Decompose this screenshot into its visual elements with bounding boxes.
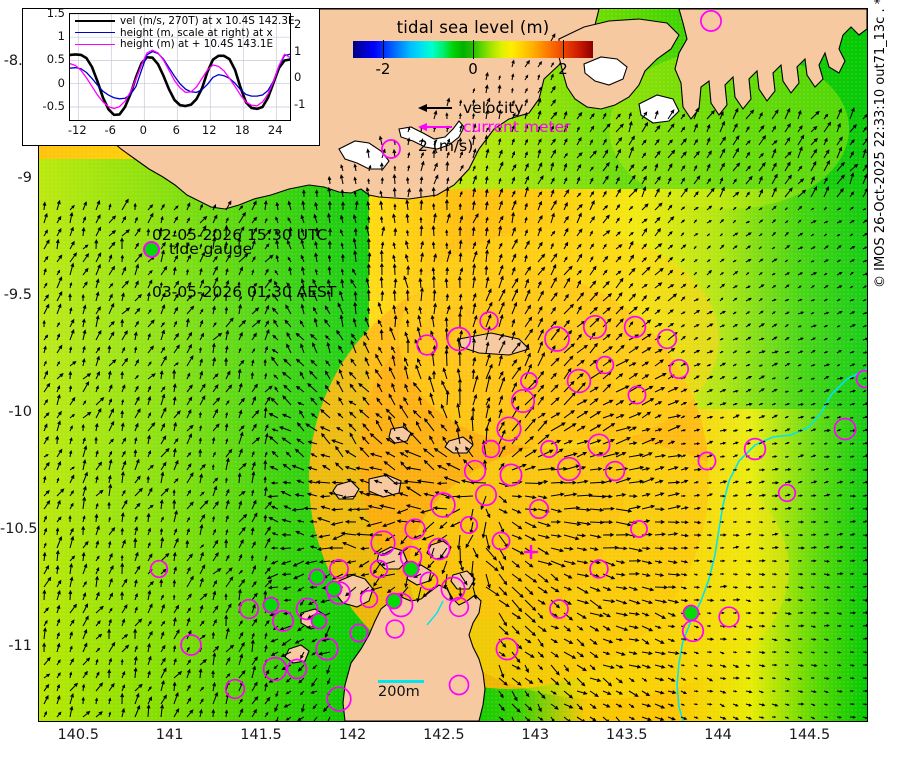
colorbar-tick — [383, 40, 384, 59]
inset-legend-label: height (m) at + 10.4S 143.1E — [120, 38, 274, 50]
inset-series-line — [70, 50, 290, 100]
vector-legend: velocity current meter 2 (m/s) — [418, 98, 570, 155]
timestamp-block: 02-05-2026 15:30 UTC 03-05-2026 01:30 AE… — [152, 188, 336, 340]
current-meter-legend-label: current meter — [463, 117, 571, 136]
inset-y2-tick-label: 0 — [294, 70, 302, 85]
tide-gauge-legend: tide gauge — [143, 240, 252, 258]
x-tick-label: 141 — [155, 727, 184, 743]
inset-x-tick-label: 0 — [139, 123, 147, 137]
timestamp-utc: 02-05-2026 15:30 UTC — [152, 226, 328, 244]
colorbar-tick-label: 2 — [558, 60, 568, 78]
colorbar-title: tidal sea level (m) — [396, 18, 550, 37]
inset-legend-swatch — [75, 32, 115, 33]
timestamp-local: 03-05-2026 01:30 AEST — [152, 283, 337, 301]
tide-gauge-marker[interactable] — [308, 568, 326, 586]
inset-y2-tick-label: -1 — [294, 97, 306, 112]
colorbar-tick — [563, 40, 564, 59]
inset-legend-entry: height (m, scale at right) at x — [75, 26, 273, 39]
inset-legend-swatch — [75, 43, 115, 45]
x-tick-label: 143.5 — [605, 727, 648, 743]
inset-series-line — [70, 49, 290, 110]
colorbar-tick-label: -2 — [375, 60, 391, 78]
y-tick-label: -11 — [8, 638, 32, 655]
inset-y-tick-label: 1 — [57, 29, 65, 44]
inset-y2-tick-label: 1 — [294, 43, 302, 58]
current-meter-markers[interactable] — [149, 10, 867, 712]
depth-contour — [676, 368, 867, 721]
legend-row-velocity: velocity — [418, 98, 570, 117]
inset-legend-swatch — [75, 20, 115, 22]
inset-x-tick-label: 24 — [267, 123, 283, 137]
scale-bar: 200m — [378, 680, 424, 700]
y-tick-label: -9.5 — [3, 286, 32, 303]
y-tick-label: -10.5 — [0, 521, 38, 538]
scale-bar-line — [378, 680, 424, 683]
colorbar-gradient: -2 0 2 — [353, 40, 593, 78]
station-cross-marker — [524, 545, 538, 559]
colorbar-tick-label: 0 — [468, 60, 478, 78]
x-tick-label: 143 — [521, 727, 550, 743]
tide-gauge-marker[interactable] — [310, 612, 328, 630]
tide-gauge-marker[interactable] — [325, 580, 343, 598]
inset-x-tick-label: -6 — [104, 123, 116, 137]
colorbar-tick — [473, 40, 474, 59]
y-tick-label: -10 — [8, 403, 32, 420]
vector-scale-label: 2 (m/s) — [418, 137, 474, 155]
x-tick-label: 144.5 — [788, 727, 831, 743]
current-meter-arrow-icon — [418, 122, 454, 131]
tide-gauge-marker[interactable] — [262, 596, 280, 614]
inset-x-tick-label: 18 — [234, 123, 250, 137]
scale-bar-label: 200m — [378, 683, 420, 700]
map-panel[interactable] — [38, 8, 868, 722]
velocity-vectors — [42, 33, 867, 721]
x-tick-label: 142.5 — [423, 727, 465, 743]
map-canvas — [39, 9, 867, 721]
x-tick-label: 144 — [704, 727, 732, 743]
inset-x-tick-label: -12 — [67, 123, 87, 137]
inset-y-tick-label: 0.5 — [46, 52, 65, 67]
x-tick-label: 141.5 — [240, 727, 282, 743]
inset-legend-label: height (m, scale at right) at x — [120, 26, 273, 39]
inset-legend-entry: vel (m/s, 270T) at x 10.4S 142.3E — [75, 16, 295, 27]
tide-gauge-marker[interactable] — [402, 560, 420, 578]
inset-y-tick-label: 1.5 — [46, 6, 65, 20]
x-tick-label: 142 — [338, 727, 367, 743]
inset-plot-area — [69, 13, 291, 121]
tide-gauge-marker[interactable] — [385, 592, 403, 610]
inset-y-tick-label: -0.5 — [42, 98, 65, 113]
y-tick-label: -9 — [17, 169, 32, 186]
credit-text: © IMOS 26-Oct-2025 22:33:10 out71_13c . … — [873, 0, 888, 288]
colorbar: tidal sea level (m) -2 0 2 — [348, 18, 598, 78]
inset-x-tick-label: 12 — [201, 123, 217, 137]
x-tick-label: 140.5 — [57, 727, 99, 743]
inset-x-tick-label: 6 — [172, 123, 180, 137]
tide-gauge-markers[interactable] — [262, 560, 700, 630]
tide-gauge-marker[interactable] — [682, 604, 700, 622]
inset-legend-entry: height (m) at + 10.4S 143.1E — [75, 39, 273, 50]
inset-legend-label: vel (m/s, 270T) at x 10.4S 142.3E — [120, 15, 295, 27]
inset-chart-svg — [70, 14, 290, 120]
inset-y-tick-label: 0 — [57, 75, 65, 90]
timeseries-inset[interactable]: 1.5 1 0.5 0 -0.5 2 1 0 -1 -12 -6 0 6 12 18 24 vel (m/… — [22, 6, 320, 146]
inset-y2-tick-label: 2 — [294, 16, 302, 31]
velocity-legend-label: velocity — [463, 98, 524, 117]
tide-gauge-legend-label: tide gauge — [169, 240, 253, 258]
velocity-arrow-icon — [418, 103, 454, 112]
tide-gauge-icon — [143, 240, 160, 258]
legend-row-current-meter: current meter — [418, 117, 570, 136]
